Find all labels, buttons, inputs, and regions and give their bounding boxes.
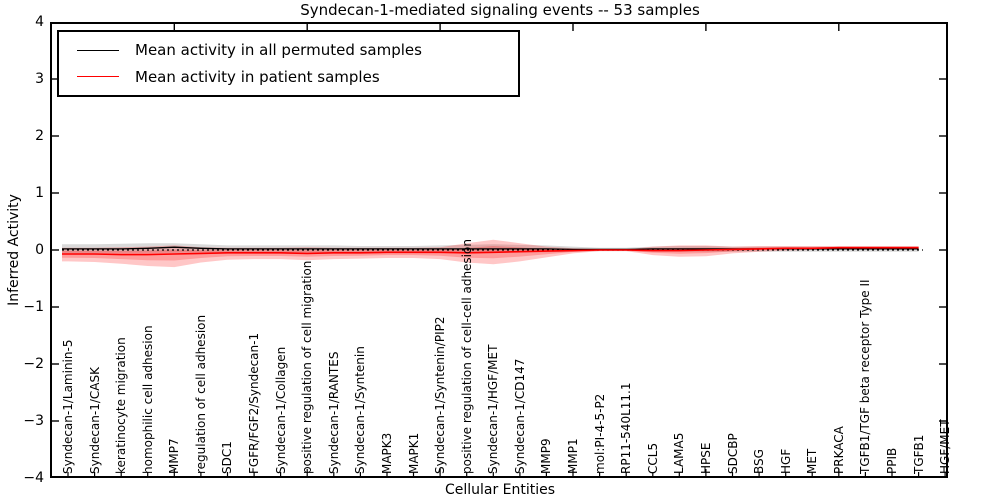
x-tick-label: MAPK1 bbox=[406, 432, 421, 474]
x-tick-label: Syndecan-1/RANTES bbox=[326, 351, 341, 474]
x-tick-label: BSG bbox=[752, 449, 767, 474]
x-tick-label: HGF/MET bbox=[938, 419, 953, 474]
legend-item-label: Mean activity in patient samples bbox=[135, 67, 380, 86]
x-tick-label: Syndecan-1/Laminin-5 bbox=[61, 339, 75, 474]
x-tick-label: MMP9 bbox=[539, 438, 554, 474]
x-tick-label: positive regulation of cell-cell adhesio… bbox=[459, 239, 474, 474]
y-tick-label: 2 bbox=[35, 128, 44, 144]
chart-title: Syndecan-1-mediated signaling events -- … bbox=[300, 1, 700, 19]
x-tick-label: Syndecan-1/CASK bbox=[87, 367, 102, 474]
x-tick-label: HPSE bbox=[698, 442, 713, 474]
x-tick-label: RP11-540L11.1 bbox=[619, 382, 634, 474]
x-tick-label: Syndecan-1/CD147 bbox=[512, 358, 527, 474]
x-tick-label: mol:PI-4-5-P2 bbox=[592, 393, 607, 474]
x-tick-label: keratinocyte migration bbox=[114, 337, 129, 474]
x-tick-label: LAMA5 bbox=[672, 432, 687, 474]
y-tick-label: 3 bbox=[35, 71, 44, 87]
y-tick-label: −2 bbox=[23, 356, 44, 372]
y-tick-label: −4 bbox=[23, 470, 44, 486]
x-tick-label: Syndecan-1/Syntenin/PIP2 bbox=[433, 316, 448, 474]
legend-line-sample-red bbox=[77, 76, 119, 78]
x-tick-label: Syndecan-1/Collagen bbox=[273, 346, 288, 474]
plot-area bbox=[50, 22, 948, 478]
x-tick-label: FGFR/FGF2/Syndecan-1 bbox=[247, 332, 262, 474]
y-tick-label: −1 bbox=[23, 299, 44, 315]
x-tick-label: MAPK3 bbox=[379, 432, 394, 474]
x-axis-label: Cellular Entities bbox=[444, 482, 556, 498]
x-tick-label: Syndecan-1/Syntenin bbox=[353, 346, 368, 474]
x-tick-label: SDC1 bbox=[220, 441, 235, 474]
x-tick-label: HGF bbox=[778, 448, 793, 474]
patient-band-outer bbox=[62, 239, 919, 268]
legend-item-patient: Mean activity in patient samples bbox=[69, 68, 508, 86]
y-tick-label: 1 bbox=[35, 185, 44, 201]
patient-mean-line bbox=[62, 246, 919, 256]
y-tick-label: 0 bbox=[35, 242, 44, 258]
x-tick-label: SDCBP bbox=[725, 433, 740, 474]
legend-item-permuted: Mean activity in all permuted samples bbox=[69, 41, 508, 59]
legend-line-sample-black bbox=[77, 49, 119, 51]
x-tick-label: MMP7 bbox=[167, 438, 182, 474]
x-tick-label: MET bbox=[805, 448, 820, 474]
y-tick-label: −3 bbox=[23, 413, 44, 429]
x-tick-label: Syndecan-1/HGF/MET bbox=[486, 344, 501, 474]
x-tick-label: regulation of cell adhesion bbox=[193, 314, 208, 474]
x-tick-label: homophilic cell adhesion bbox=[140, 325, 155, 474]
legend-item-label: Mean activity in all permuted samples bbox=[135, 41, 422, 60]
x-tick-label: CCL5 bbox=[645, 442, 660, 474]
y-tick-label: 4 bbox=[35, 14, 44, 30]
x-tick-label: MMP1 bbox=[566, 438, 581, 474]
x-tick-label: positive regulation of cell migration bbox=[300, 260, 315, 474]
x-tick-label: TGFB1/TGF beta receptor Type II bbox=[858, 279, 873, 474]
legend: Mean activity in all permuted samples Me… bbox=[57, 30, 520, 97]
x-tick-label: TGFB1 bbox=[911, 434, 926, 474]
x-tick-label: PPIB bbox=[884, 447, 899, 474]
x-tick-label: PRKACA bbox=[831, 426, 846, 474]
axes-frame bbox=[50, 22, 948, 478]
